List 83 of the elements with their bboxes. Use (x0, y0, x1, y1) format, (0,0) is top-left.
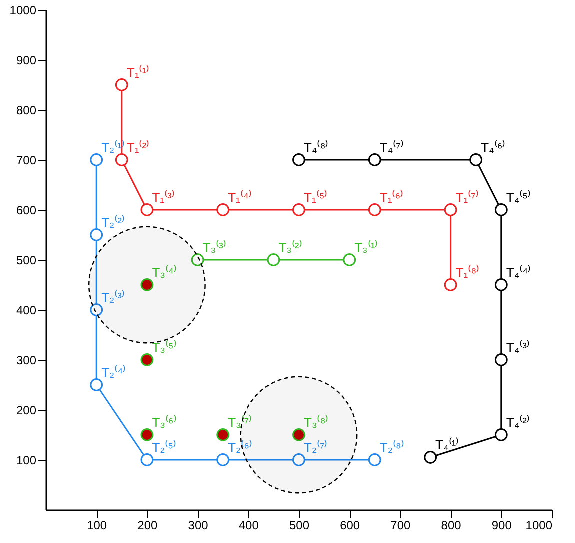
point (216, 454, 230, 466)
point (494, 428, 508, 442)
point (140, 354, 154, 366)
point (444, 204, 458, 216)
point (90, 378, 104, 392)
data-label: T₄⁽⁶⁾ (481, 140, 506, 155)
data-label: T₁⁽⁷⁾ (456, 190, 479, 205)
data-label: T₂⁽⁷⁾ (304, 440, 328, 455)
data-label: T₁⁽³⁾ (152, 190, 175, 205)
x-tick-label: 500 (289, 518, 310, 532)
point (267, 254, 280, 266)
y-tick-label: 400 (16, 304, 37, 318)
point (424, 451, 438, 464)
data-label: T₄⁽⁷⁾ (380, 140, 404, 155)
data-label: T₂⁽⁶⁾ (228, 440, 252, 455)
data-label: T₂⁽⁴⁾ (102, 365, 126, 380)
x-tick-label: 800 (441, 518, 462, 532)
data-label: T₁⁽⁴⁾ (228, 190, 252, 205)
y-tick-label: 100 (16, 454, 37, 468)
point (90, 228, 104, 242)
point (115, 154, 128, 166)
y-tick-label: 500 (16, 254, 37, 268)
data-label: T₄⁽¹⁾ (436, 438, 460, 452)
point (140, 278, 154, 292)
data-label: T₃⁽⁶⁾ (152, 415, 177, 430)
data-label: T₂⁽⁵⁾ (152, 440, 177, 455)
point (494, 278, 508, 292)
point (292, 454, 306, 466)
point (494, 204, 508, 216)
point (140, 204, 154, 216)
point (90, 304, 104, 316)
point (368, 154, 382, 166)
data-label: T₃⁽⁵⁾ (152, 340, 177, 355)
y-tick-label: 900 (16, 54, 37, 68)
data-label: T₃⁽⁷⁾ (228, 415, 252, 430)
point (90, 154, 104, 166)
x-tick-label: 700 (390, 518, 412, 532)
data-label: T₄⁽⁴⁾ (506, 265, 532, 280)
x-tick-label: 900 (492, 518, 512, 532)
data-label: T₁⁽⁸⁾ (456, 265, 480, 280)
point (115, 78, 128, 92)
y-tick-label: 300 (16, 354, 37, 368)
data-label: T₂⁽²⁾ (102, 215, 125, 230)
data-label: T₄⁽²⁾ (506, 415, 530, 430)
data-label: T₃⁽⁸⁾ (304, 415, 329, 430)
data-label: T₃⁽²⁾ (278, 240, 302, 255)
x-tick-label: 1000 (526, 518, 553, 532)
point (292, 428, 306, 442)
point (140, 454, 154, 466)
point (216, 428, 230, 442)
point (494, 354, 508, 366)
data-label: T₁⁽²⁾ (126, 140, 150, 155)
data-label: T₄⁽⁵⁾ (506, 190, 532, 205)
point (216, 204, 230, 216)
point (470, 154, 483, 166)
point (292, 154, 306, 166)
x-tick-label: 100 (87, 518, 108, 532)
x-tick-label: 400 (238, 518, 260, 532)
y-tick-label: 1000 (10, 4, 37, 18)
y-tick-label: 800 (16, 104, 37, 118)
data-label: T₁⁽¹⁾ (126, 65, 150, 80)
point (444, 278, 458, 292)
data-label: T₃⁽⁴⁾ (152, 265, 178, 280)
point (140, 428, 154, 442)
data-label: T₂⁽³⁾ (102, 290, 125, 305)
y-tick-label: 600 (16, 204, 37, 218)
data-label: T₂⁽⁸⁾ (380, 440, 404, 455)
data-label: T₁⁽⁶⁾ (380, 190, 404, 205)
point (292, 204, 306, 216)
point (368, 204, 382, 216)
data-label: T₃⁽³⁾ (202, 240, 226, 255)
point (343, 254, 356, 266)
point (368, 454, 382, 466)
x-tick-label: 600 (340, 518, 360, 532)
y-tick-label: 700 (16, 154, 37, 168)
data-label: T₃⁽¹⁾ (354, 240, 378, 255)
x-tick-label: 200 (138, 518, 158, 532)
point (191, 254, 204, 266)
data-label: T₄⁽⁸⁾ (304, 140, 329, 155)
data-label: T₁⁽⁵⁾ (304, 190, 328, 205)
data-label: T₄⁽³⁾ (506, 340, 530, 355)
x-tick-label: 300 (188, 518, 209, 532)
y-tick-label: 200 (16, 404, 37, 418)
